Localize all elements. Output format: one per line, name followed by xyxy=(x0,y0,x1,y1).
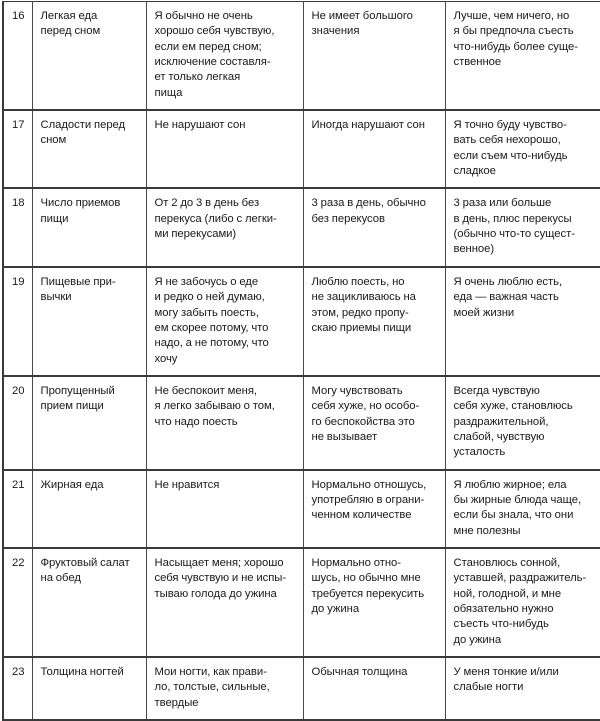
row-topic-cell: Число приемов пищи xyxy=(32,188,146,266)
row-variant-a-cell: Не нарушают сон xyxy=(146,110,303,188)
row-variant-a: От 2 до 3 в день без перекуса (либо с ле… xyxy=(155,196,295,242)
row-variant-c-cell: 3 раза или больше в день, плюс перекусы … xyxy=(445,188,600,266)
row-variant-b-cell: 3 раза в день, обычно без перекусов xyxy=(303,188,445,266)
row-variant-c: Я люблю жирное; ела бы жирные блюда чаще… xyxy=(454,478,600,539)
row-variant-a-cell: Не нравится xyxy=(146,470,303,548)
row-variant-b: Иногда нарушают сон xyxy=(312,118,437,133)
row-topic: Пропущенный прием пищи xyxy=(41,384,138,415)
row-number: 17 xyxy=(12,118,28,133)
row-variant-b-cell: Обычная толщина xyxy=(303,657,445,720)
row-variant-b-cell: Не имеет большого значения xyxy=(303,2,445,111)
row-number: 16 xyxy=(12,9,28,24)
row-variant-b-cell: Могу чувствовать себя хуже, но особо- го… xyxy=(303,376,445,470)
row-number-cell: 22 xyxy=(3,548,32,657)
row-variant-b: Обычная толщина xyxy=(312,665,437,680)
row-variant-b: 3 раза в день, обычно без перекусов xyxy=(312,196,437,227)
row-topic: Сладости перед сном xyxy=(41,118,138,149)
row-variant-a: Не нарушают сон xyxy=(155,118,295,133)
row-variant-c: Становлюсь сонной, уставшей, раздражител… xyxy=(454,556,600,648)
row-number-cell: 23 xyxy=(3,657,32,720)
row-topic-cell: Сладости перед сном xyxy=(32,110,146,188)
row-topic-cell: Пищевые при- вычки xyxy=(32,267,146,376)
row-number-cell: 19 xyxy=(3,267,32,376)
row-number: 19 xyxy=(12,275,28,290)
row-variant-b: Могу чувствовать себя хуже, но особо- го… xyxy=(312,384,437,445)
row-topic: Жирная еда xyxy=(41,478,138,493)
row-variant-b-cell: Иногда нарушают сон xyxy=(303,110,445,188)
row-variant-b: Не имеет большого значения xyxy=(312,9,437,40)
row-variant-a: Насыщает меня; хорошо себя чувствую и не… xyxy=(155,556,295,602)
row-variant-c-cell: Лучше, чем ничего, но я бы предпочла съе… xyxy=(445,2,600,111)
row-variant-a-cell: От 2 до 3 в день без перекуса (либо с ле… xyxy=(146,188,303,266)
row-variant-c: Я очень люблю есть, еда — важная часть м… xyxy=(454,275,600,321)
row-number: 22 xyxy=(12,556,28,571)
row-topic-cell: Жирная еда xyxy=(32,470,146,548)
row-variant-c-cell: Всегда чувствую себя хуже, становлюсь ра… xyxy=(445,376,600,470)
row-number-cell: 18 xyxy=(3,188,32,266)
row-variant-a-cell: Я обычно не очень хорошо себя чувствую, … xyxy=(146,2,303,111)
row-variant-c: Я точно буду чувство- вать себя нехорошо… xyxy=(454,118,600,179)
table-row: 21 Жирная еда Не нравится Нормально отно… xyxy=(3,470,600,548)
table-row: 17 Сладости перед сном Не нарушают сон И… xyxy=(3,110,600,188)
row-variant-c-cell: Я очень люблю есть, еда — важная часть м… xyxy=(445,267,600,376)
row-topic-cell: Толщина ногтей xyxy=(32,657,146,720)
row-variant-c: У меня тонкие и/или слабые ногти xyxy=(454,665,600,696)
table-row: 19 Пищевые при- вычки Я не забочусь о ед… xyxy=(3,267,600,376)
row-variant-c: 3 раза или больше в день, плюс перекусы … xyxy=(454,196,600,257)
row-variant-a-cell: Я не забочусь о еде и редко о ней думаю,… xyxy=(146,267,303,376)
row-variant-c: Лучше, чем ничего, но я бы предпочла съе… xyxy=(454,9,600,70)
row-variant-a: Я не забочусь о еде и редко о ней думаю,… xyxy=(155,275,295,367)
table-row: 16 Легкая еда перед сном Я обычно не оче… xyxy=(3,2,600,111)
page-sheet: 16 Легкая еда перед сном Я обычно не оче… xyxy=(0,1,600,703)
row-variant-b: Люблю поесть, но не зацикливаюсь на этом… xyxy=(312,275,437,336)
table-row: 23 Толщина ногтей Мои ногти, как прави- … xyxy=(3,657,600,720)
row-number: 20 xyxy=(12,384,28,399)
row-number-cell: 21 xyxy=(3,470,32,548)
row-variant-c-cell: Становлюсь сонной, уставшей, раздражител… xyxy=(445,548,600,657)
row-variant-b-cell: Люблю поесть, но не зацикливаюсь на этом… xyxy=(303,267,445,376)
table-row: 18 Число приемов пищи От 2 до 3 в день б… xyxy=(3,188,600,266)
row-variant-a: Не нравится xyxy=(155,478,295,493)
row-variant-c-cell: Я точно буду чувство- вать себя нехорошо… xyxy=(445,110,600,188)
row-topic: Легкая еда перед сном xyxy=(41,9,138,40)
row-topic: Пищевые при- вычки xyxy=(41,275,138,306)
row-variant-b: Нормально отношусь, употребляю в ограни-… xyxy=(312,478,437,524)
row-number: 23 xyxy=(12,665,28,680)
row-variant-c: Всегда чувствую себя хуже, становлюсь ра… xyxy=(454,384,600,461)
row-topic-cell: Легкая еда перед сном xyxy=(32,2,146,111)
table-row: 20 Пропущенный прием пищи Не беспокоит м… xyxy=(3,376,600,470)
row-variant-a: Я обычно не очень хорошо себя чувствую, … xyxy=(155,9,295,101)
row-variant-c-cell: У меня тонкие и/или слабые ногти xyxy=(445,657,600,720)
row-variant-b: Нормально отно- шусь, но обычно мне треб… xyxy=(312,556,437,617)
row-variant-b-cell: Нормально отношусь, употребляю в ограни-… xyxy=(303,470,445,548)
row-number-cell: 20 xyxy=(3,376,32,470)
row-topic: Фруктовый салат на обед xyxy=(41,556,138,587)
table-body: 16 Легкая еда перед сном Я обычно не оче… xyxy=(3,2,600,721)
row-variant-a-cell: Насыщает меня; хорошо себя чувствую и не… xyxy=(146,548,303,657)
row-number: 18 xyxy=(12,196,28,211)
table-row: 22 Фруктовый салат на обед Насыщает меня… xyxy=(3,548,600,657)
row-number-cell: 16 xyxy=(3,2,32,111)
row-variant-c-cell: Я люблю жирное; ела бы жирные блюда чаще… xyxy=(445,470,600,548)
row-number-cell: 17 xyxy=(3,110,32,188)
row-topic: Толщина ногтей xyxy=(41,665,138,680)
row-variant-a-cell: Мои ногти, как прави- ло, толстые, сильн… xyxy=(146,657,303,720)
row-topic-cell: Пропущенный прием пищи xyxy=(32,376,146,470)
row-topic-cell: Фруктовый салат на обед xyxy=(32,548,146,657)
row-variant-b-cell: Нормально отно- шусь, но обычно мне треб… xyxy=(303,548,445,657)
row-variant-a: Мои ногти, как прави- ло, толстые, сильн… xyxy=(155,665,295,711)
row-variant-a-cell: Не беспокоит меня, я легко забываю о том… xyxy=(146,376,303,470)
row-topic: Число приемов пищи xyxy=(41,196,138,227)
row-variant-a: Не беспокоит меня, я легко забываю о том… xyxy=(155,384,295,430)
row-number: 21 xyxy=(12,478,28,493)
